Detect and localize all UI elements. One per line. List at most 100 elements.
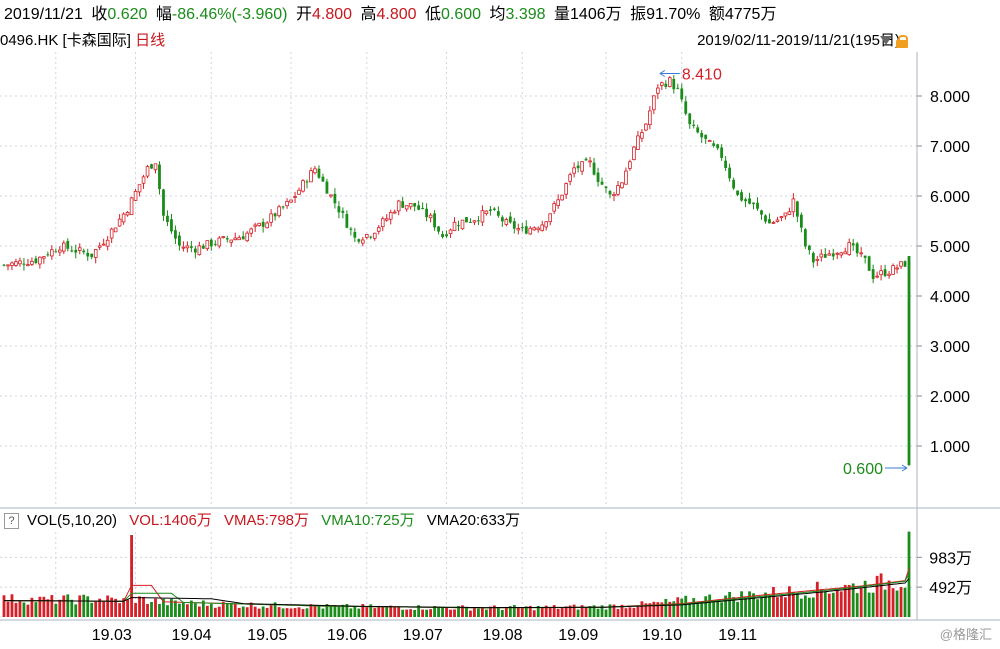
candle-body bbox=[225, 238, 229, 240]
volume-bar bbox=[189, 600, 193, 617]
volume-bar bbox=[178, 603, 181, 617]
candle-body bbox=[237, 237, 242, 241]
candle-body bbox=[887, 273, 891, 276]
volume-bar bbox=[425, 609, 429, 617]
candle-body bbox=[329, 194, 333, 197]
volume-bar bbox=[588, 606, 592, 617]
candle-body bbox=[153, 163, 158, 171]
quote-info-bar: 2019/11/21 收0.620 幅-86.46%(-3.960) 开4.80… bbox=[0, 0, 1000, 30]
volume-bar bbox=[146, 603, 149, 617]
amount-label: 额 bbox=[708, 6, 725, 23]
volume-bar bbox=[277, 607, 281, 617]
candle-body bbox=[209, 239, 213, 247]
candle-body bbox=[62, 242, 66, 252]
candle-body bbox=[452, 221, 457, 232]
candle-body bbox=[584, 158, 588, 161]
volume-bar bbox=[524, 606, 528, 617]
candle-body bbox=[596, 172, 600, 182]
candle-body bbox=[469, 221, 472, 223]
candle-body bbox=[783, 212, 788, 217]
volume-bar bbox=[469, 610, 472, 617]
candle-body bbox=[636, 135, 640, 150]
volume-bar bbox=[397, 607, 401, 617]
candle-body bbox=[528, 227, 533, 235]
volume-bar bbox=[421, 609, 425, 617]
volume-bar bbox=[520, 607, 524, 617]
candle-body bbox=[516, 228, 521, 231]
candle-body bbox=[58, 249, 62, 253]
candle-body bbox=[676, 87, 680, 89]
candle-body bbox=[548, 213, 552, 223]
volume-bar bbox=[831, 592, 835, 617]
volume-bar bbox=[903, 587, 907, 617]
candle-body bbox=[688, 113, 692, 125]
candle-body bbox=[125, 212, 130, 216]
volume-bar bbox=[752, 593, 755, 617]
volume-bar bbox=[110, 597, 114, 617]
volume-bar bbox=[696, 601, 700, 617]
period-label[interactable]: 日线 bbox=[135, 32, 166, 49]
candle-body bbox=[213, 243, 217, 245]
candle-body bbox=[504, 219, 509, 225]
candle-body bbox=[552, 203, 556, 212]
volume-bar bbox=[50, 595, 54, 617]
chart-subheader: 0496.HK [卡森国际] 日线 2019/02/11-2019/11/21(… bbox=[0, 30, 1000, 52]
candle-body bbox=[181, 246, 186, 249]
candle-body bbox=[484, 210, 489, 215]
candle-body bbox=[791, 198, 796, 213]
volume-bar bbox=[74, 604, 78, 617]
candle-body bbox=[365, 234, 369, 238]
volume-bar bbox=[544, 605, 548, 617]
candle-body bbox=[221, 236, 226, 239]
price-annotations: 8.410 0.600 bbox=[659, 67, 908, 478]
volume-bar bbox=[265, 607, 269, 617]
volume-bar bbox=[684, 595, 688, 617]
volume-bar bbox=[528, 605, 532, 617]
volume-bar bbox=[548, 607, 552, 617]
volume-bar bbox=[815, 581, 819, 617]
candle-body bbox=[815, 258, 820, 261]
candle-body bbox=[907, 256, 911, 465]
volume-bar bbox=[728, 591, 732, 617]
candle-body bbox=[117, 218, 122, 227]
price-tick-label: 8.000 bbox=[930, 89, 970, 106]
vol-indicator-title[interactable]: VOL(5,10,20) bbox=[27, 512, 118, 529]
candle-body bbox=[74, 249, 78, 253]
candle-body bbox=[101, 243, 106, 246]
candle-body bbox=[205, 240, 210, 250]
volume-bar bbox=[827, 593, 831, 617]
volume-bar bbox=[333, 605, 337, 617]
candle-body bbox=[113, 227, 118, 233]
volume-bar bbox=[855, 593, 859, 617]
candle-body bbox=[628, 161, 632, 169]
candlestick-series bbox=[2, 75, 911, 466]
lock-icon[interactable] bbox=[896, 35, 908, 48]
date-tick-label: 19.09 bbox=[558, 627, 598, 644]
candle-body bbox=[158, 164, 161, 190]
high-annotation: 8.410 bbox=[682, 67, 722, 84]
dropdown-triangle-icon[interactable] bbox=[880, 36, 892, 45]
candle-body bbox=[556, 199, 560, 207]
volume-bar bbox=[688, 603, 692, 617]
volume-bar bbox=[680, 598, 684, 617]
candle-body bbox=[867, 256, 871, 271]
candle-body bbox=[38, 256, 42, 265]
help-icon[interactable]: ? bbox=[4, 513, 19, 529]
candle-body bbox=[265, 222, 269, 229]
candle-body bbox=[544, 221, 549, 228]
volume-bar bbox=[209, 604, 213, 617]
candle-body bbox=[285, 200, 289, 207]
volume-bar bbox=[536, 605, 540, 617]
volume-bar bbox=[106, 595, 110, 617]
volume-bar bbox=[122, 598, 126, 617]
candle-body bbox=[457, 225, 460, 227]
stock-code-name: 0496.HK [卡森国际] bbox=[0, 32, 131, 49]
volume-bar bbox=[217, 606, 221, 617]
volume-bar bbox=[859, 588, 863, 617]
volume-bar bbox=[10, 594, 14, 617]
candle-body bbox=[616, 185, 620, 195]
low-annotation: 0.600 bbox=[843, 461, 883, 478]
volume-bar bbox=[776, 597, 779, 617]
volume-bar bbox=[887, 580, 891, 617]
